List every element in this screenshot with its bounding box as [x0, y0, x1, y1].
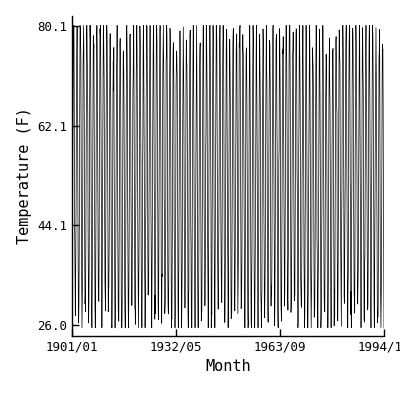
Y-axis label: Temperature (F): Temperature (F) — [16, 108, 32, 244]
X-axis label: Month: Month — [205, 360, 251, 374]
